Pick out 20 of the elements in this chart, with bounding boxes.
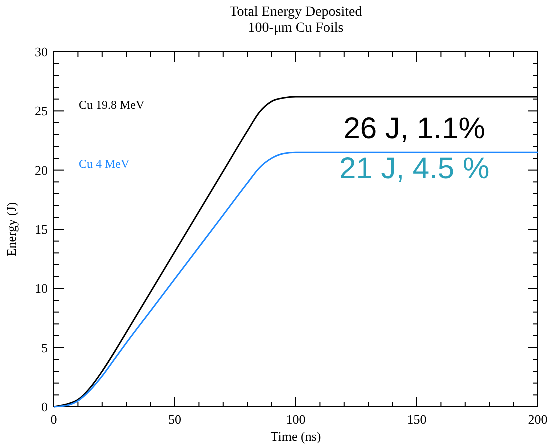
text: Cu 19.8 MeV xyxy=(79,98,145,112)
y-tick-label: 5 xyxy=(42,340,48,356)
y-tick-label: 30 xyxy=(35,44,48,60)
y-tick-label: 15 xyxy=(35,222,48,238)
y-tick-label: 10 xyxy=(35,281,48,296)
x-tick-label: 150 xyxy=(407,412,427,427)
annotation: 21 J, 4.5 % xyxy=(340,152,490,186)
x-axis-title: Time (ns) xyxy=(270,429,322,444)
chart-subtitle: 100-μm Cu Foils xyxy=(248,21,344,36)
y-axis-title: Energy (J) xyxy=(4,202,19,257)
x-tick-label: 200 xyxy=(528,412,548,427)
y-tick-label: 20 xyxy=(35,162,48,178)
annotation: 26 J, 1.1% xyxy=(344,112,486,146)
y-tick-label: 25 xyxy=(35,104,48,119)
x-tick-label: 50 xyxy=(168,412,182,427)
x-tick-label: 100 xyxy=(286,412,306,427)
y-tick-label: 0 xyxy=(42,400,48,415)
line-series xyxy=(53,152,539,408)
chart-title: Total Energy Deposited xyxy=(230,5,362,20)
text: Cu 4 MeV xyxy=(79,157,130,171)
